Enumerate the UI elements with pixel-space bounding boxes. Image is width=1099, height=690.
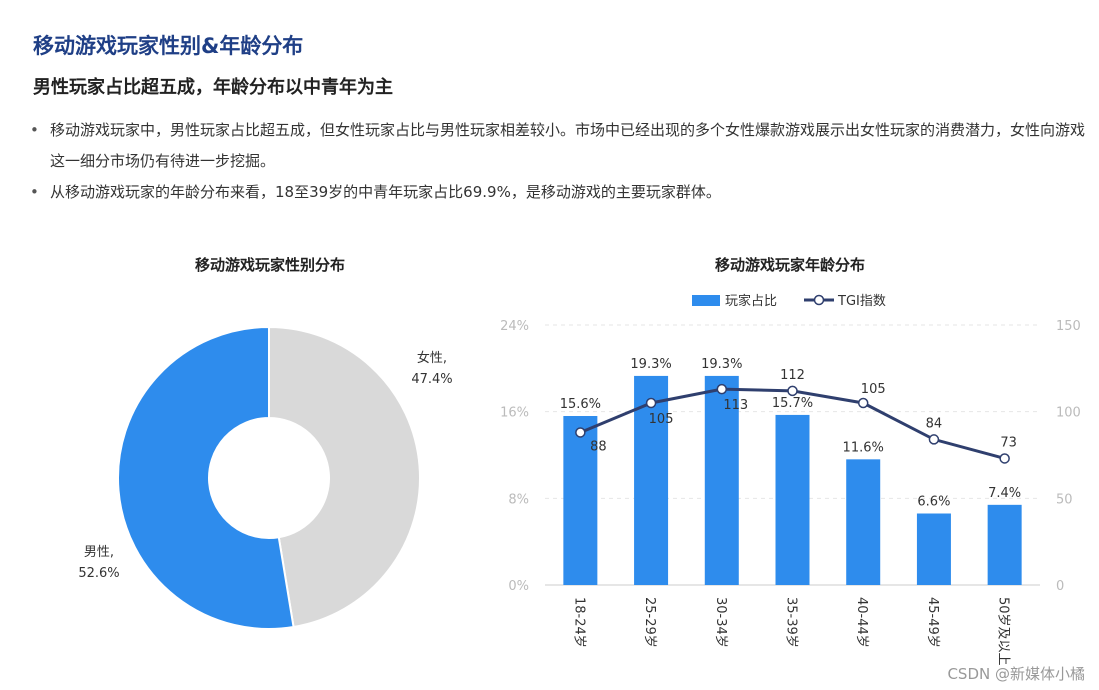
bar-data-label: 19.3% — [630, 357, 671, 372]
bar — [846, 459, 881, 585]
bar-data-label: 6.6% — [917, 495, 950, 510]
bar — [634, 375, 669, 585]
tgi-data-label: 105 — [861, 382, 886, 397]
bar-data-label: 19.3% — [701, 357, 742, 372]
donut-slice-value: 47.4% — [411, 372, 452, 387]
y-left-tick-label: 16% — [500, 406, 529, 421]
donut-slice-label: 女性, — [417, 350, 447, 366]
x-tick-label: 35-39岁 — [784, 597, 799, 648]
donut-slice — [117, 325, 295, 630]
y-right-tick-label: 0 — [1056, 579, 1064, 594]
bar-data-label: 15.7% — [772, 396, 813, 411]
y-right-tick-label: 100 — [1056, 406, 1081, 421]
tgi-point — [857, 397, 869, 409]
tgi-data-label: 105 — [649, 412, 674, 427]
y-right-tick-label: 150 — [1056, 319, 1081, 334]
tgi-point — [716, 383, 728, 395]
age-chart-title: 移动游戏玩家年龄分布 — [714, 256, 865, 274]
tgi-point — [787, 385, 798, 397]
tgi-point — [999, 453, 1010, 464]
legend-line-label: TGI指数 — [837, 294, 886, 309]
tgi-point — [928, 434, 940, 445]
bar-data-label: 15.6% — [560, 397, 601, 412]
x-tick-label: 25-29岁 — [642, 597, 657, 648]
tgi-point — [575, 427, 586, 438]
x-tick-label: 40-44岁 — [854, 597, 869, 648]
tgi-data-label: 112 — [780, 368, 805, 383]
watermark: CSDN @新媒体小橘 — [947, 665, 1085, 683]
page-subtitle: 男性玩家占比超五成，年龄分布以中青年为主 — [33, 77, 393, 98]
tgi-data-label: 113 — [723, 398, 748, 413]
x-tick-label: 30-34岁 — [713, 597, 728, 648]
y-right-tick-label: 50 — [1056, 492, 1073, 507]
y-left-tick-label: 24% — [500, 319, 529, 334]
x-tick-label: 18-24岁 — [571, 597, 586, 648]
bar-data-label: 11.6% — [843, 440, 884, 455]
bar-data-label: 7.4% — [988, 486, 1021, 501]
bar — [775, 414, 810, 585]
bar — [987, 504, 1022, 585]
y-left-tick-label: 8% — [508, 492, 529, 507]
x-tick-label: 50岁及以上 — [996, 597, 1011, 666]
tgi-point — [645, 397, 657, 409]
bar — [563, 416, 598, 585]
x-tick-label: 45-49岁 — [925, 597, 940, 648]
bullet-item: 移动游戏玩家中，男性玩家占比超五成，但女性玩家占比与男性玩家相差较小。市场中已经… — [30, 115, 1090, 177]
bar — [916, 513, 951, 585]
donut-slice-label: 男性, — [84, 545, 114, 560]
legend-bar-swatch — [692, 295, 720, 306]
tgi-data-label: 73 — [1000, 435, 1017, 450]
y-left-tick-label: 0% — [508, 579, 529, 594]
bar — [704, 375, 739, 585]
page-title: 移动游戏玩家性别&年龄分布 — [33, 34, 304, 58]
legend-bar-label: 玩家占比 — [725, 293, 777, 309]
legend-line-marker — [813, 294, 825, 306]
bullet-list: 移动游戏玩家中，男性玩家占比超五成，但女性玩家占比与男性玩家相差较小。市场中已经… — [30, 115, 1090, 208]
bullet-item: 从移动游戏玩家的年龄分布来看，18至39岁的中青年玩家占比69.9%，是移动游戏… — [30, 177, 1090, 208]
tgi-data-label: 88 — [590, 439, 607, 454]
gender-chart-title: 移动游戏玩家性别分布 — [194, 256, 345, 274]
tgi-data-label: 84 — [926, 416, 943, 431]
donut-slice — [268, 325, 421, 629]
donut-slice-value: 52.6% — [78, 566, 119, 581]
